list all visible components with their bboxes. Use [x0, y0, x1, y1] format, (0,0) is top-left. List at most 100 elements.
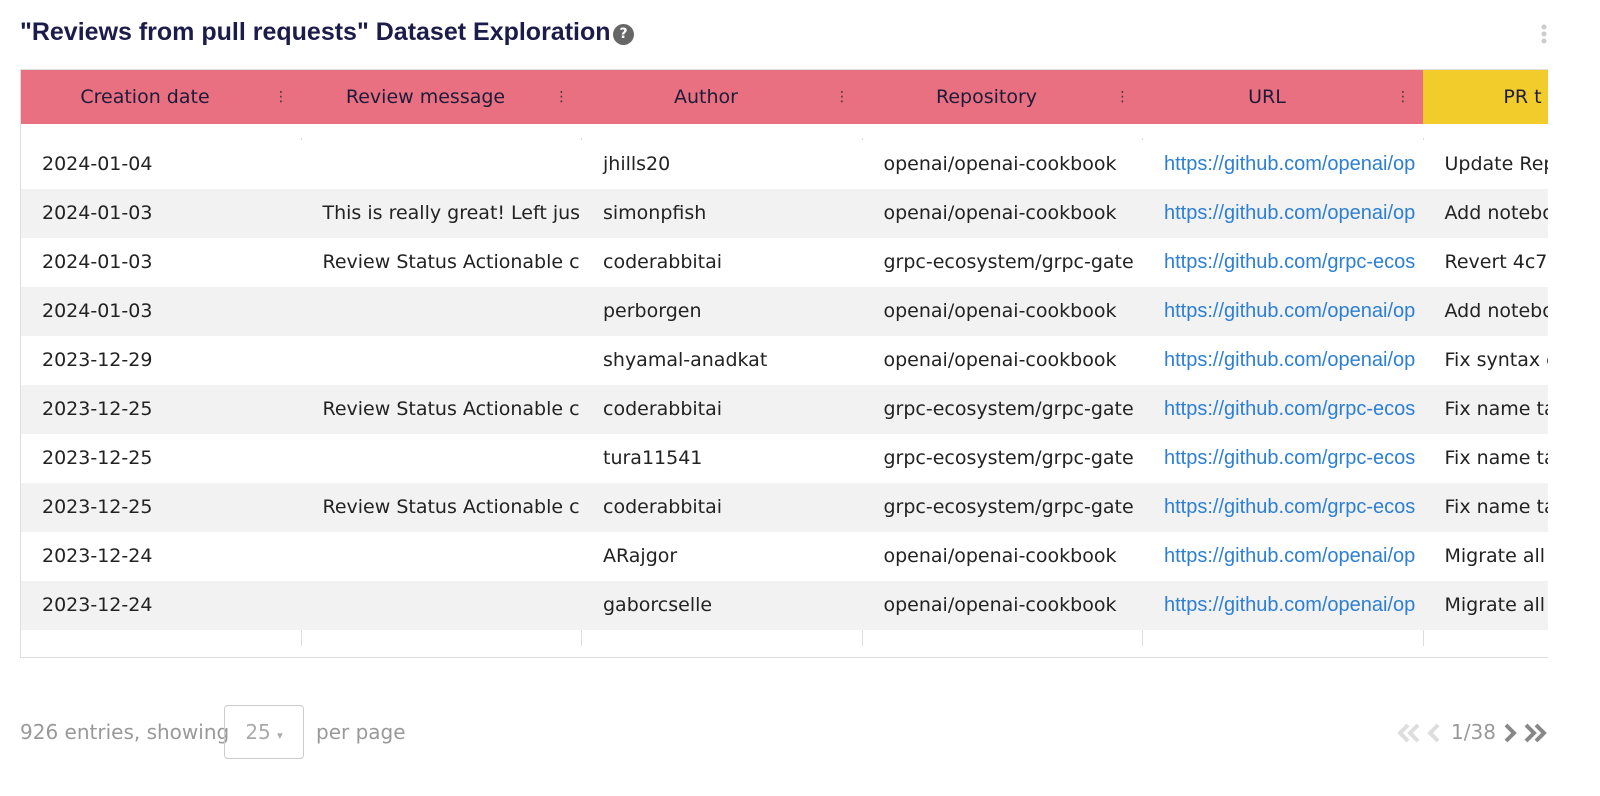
- table-cell: coderabbitai: [603, 398, 723, 420]
- url-link[interactable]: https://github.com/grpc-ecos: [1164, 398, 1416, 420]
- table-cell: Fix name ta: [1444, 447, 1549, 469]
- column-header-label: PR t: [1503, 86, 1542, 108]
- table-cell: Add notebo: [1444, 202, 1549, 224]
- table-cell: 2024-01-03: [42, 300, 153, 322]
- per-page-value: 25: [245, 720, 271, 744]
- next-last-buttons[interactable]: [1502, 722, 1550, 744]
- last-page-icon[interactable]: [1524, 723, 1547, 743]
- table-cell: 2024-01-04: [42, 153, 153, 175]
- column-header[interactable]: Author ⋮: [581, 70, 862, 124]
- page-title: "Reviews from pull requests" Dataset Exp…: [20, 18, 611, 46]
- help-icon[interactable]: ?: [613, 24, 634, 45]
- table-cell: Review Status Actionable c: [322, 496, 580, 518]
- per-page-label: per page: [316, 720, 406, 744]
- table-cell: openai/openai-cookbook: [883, 349, 1117, 371]
- table-cell: Fix name ta: [1444, 398, 1549, 420]
- table-cell: Add notebo: [1444, 300, 1549, 322]
- table-cell: jhills20: [603, 153, 671, 175]
- table-cell: tura11541: [603, 447, 703, 469]
- table-cell: simonpfish: [603, 202, 707, 224]
- table-cell: [302, 434, 582, 483]
- table-row: 2023-12-25 Review Status Actionable c code…: [21, 483, 1548, 532]
- column-header-label: URL: [1248, 86, 1286, 108]
- url-link[interactable]: https://github.com/grpc-ecos: [1164, 251, 1416, 273]
- column-header[interactable]: Creation date ⋮: [21, 70, 301, 124]
- column-header-label: Creation date: [80, 86, 210, 108]
- table-cell: Fix syntax e: [1444, 349, 1549, 371]
- table-cell: [302, 287, 582, 336]
- table-cell: ARajgor: [603, 545, 678, 567]
- caret: ▾: [277, 729, 283, 742]
- sort-icon[interactable]: ⋮: [554, 89, 569, 105]
- table-cell: openai/openai-cookbook: [883, 545, 1117, 567]
- table-cell: 2023-12-24: [42, 545, 153, 567]
- url-link[interactable]: https://github.com/openai/op: [1164, 545, 1416, 567]
- url-link[interactable]: https://github.com/openai/op: [1164, 153, 1416, 175]
- column-header-label: Author: [674, 86, 738, 108]
- sort-icon[interactable]: ⋮: [1115, 89, 1130, 105]
- table-cell: [302, 140, 582, 189]
- table-row: 2023-12-24 ARajgor openai/openai-cookbook h…: [21, 532, 1548, 581]
- data-table: Creation date ⋮ Review message ⋮ Author ⋮ Repo…: [20, 69, 1548, 658]
- sort-icon[interactable]: ⋮: [274, 89, 288, 105]
- menu-dots: [1541, 24, 1547, 44]
- table-cell: Migrate all r: [1444, 545, 1549, 567]
- table-cell: 2023-12-24: [42, 594, 153, 616]
- first-prev-buttons[interactable]: [1396, 722, 1444, 744]
- column-header[interactable]: Review message ⋮: [300, 70, 582, 124]
- column-header[interactable]: URL ⋮: [1142, 70, 1423, 124]
- table-row: 2024-01-03 Review Status Actionable c code…: [21, 238, 1548, 287]
- column-header-label: Review message: [345, 86, 506, 108]
- table-cell: perborgen: [603, 300, 702, 322]
- table-cell: [302, 581, 582, 630]
- table-row: 2023-12-25 tura11541 grpc-ecosystem/grpc-g…: [21, 434, 1548, 483]
- table-cell: openai/openai-cookbook: [883, 300, 1117, 322]
- table-cell: openai/openai-cookbook: [883, 594, 1117, 616]
- table-cell: 2024-01-03: [42, 202, 153, 224]
- table-row: 2024-01-04 jhills20 openai/openai-cookbook…: [21, 140, 1548, 189]
- table-row: 2024-01-03 perborgen openai/openai-cookboo…: [21, 287, 1548, 336]
- url-link[interactable]: https://github.com/openai/op: [1164, 349, 1416, 371]
- table-cell: Review Status Actionable c: [322, 251, 580, 273]
- first-page-icon[interactable]: [1397, 723, 1420, 743]
- table-cell: 2023-12-25: [42, 398, 153, 420]
- entries-count: 926 entries, showing: [20, 720, 230, 744]
- url-link[interactable]: https://github.com/grpc-ecos: [1164, 496, 1416, 518]
- table-cell: grpc-ecosystem/grpc-gate: [883, 251, 1134, 273]
- table-cell: 2024-01-03: [42, 251, 153, 273]
- table-row: 2023-12-29 shyamal-anadkat openai/openai-c…: [21, 336, 1548, 385]
- table-row: 2023-12-25 Review Status Actionable c code…: [21, 385, 1548, 434]
- table-cell: This is really great! Left jus: [322, 202, 581, 224]
- column-header-label: Repository: [935, 86, 1038, 108]
- table-cell: Migrate all r: [1444, 594, 1549, 616]
- table-cell: Revert 4c79: [1444, 251, 1549, 273]
- pagination-label: 1/38: [1451, 720, 1496, 744]
- table-cell: Fix name ta: [1444, 496, 1549, 518]
- table-cell: openai/openai-cookbook: [883, 202, 1117, 224]
- table-cell: grpc-ecosystem/grpc-gate: [883, 398, 1134, 420]
- sort-icon[interactable]: ⋮: [1396, 89, 1410, 105]
- table-cell: gaborcselle: [603, 594, 713, 616]
- table-row: 2023-12-24 gaborcselle openai/openai-cookb…: [21, 581, 1548, 630]
- table-row: 2024-01-03 This is really great! Left jus…: [21, 189, 1548, 238]
- table-cell: shyamal-anadkat: [603, 349, 768, 371]
- column-header[interactable]: PR t: [1422, 70, 1548, 124]
- table-cell: coderabbitai: [603, 496, 723, 518]
- sort-icon[interactable]: ⋮: [835, 89, 849, 105]
- table-cell: coderabbitai: [603, 251, 723, 273]
- table-cell: 2023-12-25: [42, 496, 153, 518]
- table-cell: 2023-12-29: [42, 349, 153, 371]
- url-link[interactable]: https://github.com/openai/op: [1164, 202, 1416, 224]
- table-cell: Update Rep: [1444, 153, 1549, 175]
- url-link[interactable]: https://github.com/openai/op: [1164, 594, 1416, 616]
- prev-page-icon[interactable]: [1427, 723, 1440, 743]
- url-link[interactable]: https://github.com/openai/op: [1164, 300, 1416, 322]
- next-page-icon[interactable]: [1504, 723, 1517, 743]
- url-link[interactable]: https://github.com/grpc-ecos: [1164, 447, 1416, 469]
- per-page-select[interactable]: 25 ▾: [224, 705, 304, 759]
- table-cell: grpc-ecosystem/grpc-gate: [883, 447, 1134, 469]
- table-cell: grpc-ecosystem/grpc-gate: [883, 496, 1134, 518]
- menu-icon[interactable]: [1541, 24, 1547, 44]
- column-header[interactable]: Repository ⋮: [861, 70, 1143, 124]
